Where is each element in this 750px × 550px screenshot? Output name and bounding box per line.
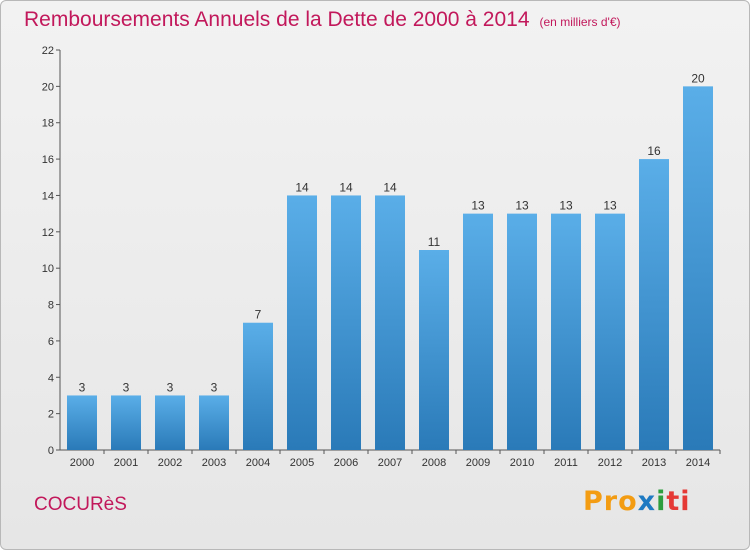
x-tick-label-2013: 2013 (642, 457, 666, 469)
bar-2014 (683, 86, 713, 450)
x-tick-label-2010: 2010 (510, 457, 534, 469)
y-tick-label: 14 (42, 190, 54, 202)
bar-2007 (375, 195, 405, 450)
data-label-2009: 13 (471, 199, 485, 213)
x-tick-label-2012: 2012 (598, 457, 622, 469)
bar-2002 (155, 395, 185, 450)
x-tick-label-2008: 2008 (422, 457, 446, 469)
title-text: Remboursements Annuels de la Dette de 20… (24, 8, 530, 31)
y-tick-label: 4 (48, 372, 54, 384)
x-tick-label-2007: 2007 (378, 457, 402, 469)
data-label-2003: 3 (211, 380, 218, 394)
x-tick-label-2005: 2005 (290, 457, 314, 469)
data-label-2012: 13 (603, 199, 617, 213)
commune-name: COCURèS (34, 494, 127, 515)
data-label-2006: 14 (339, 180, 353, 194)
bar-2012 (595, 213, 625, 450)
bar-2004 (243, 322, 273, 450)
data-label-2007: 14 (383, 180, 397, 194)
y-tick-label: 6 (48, 336, 54, 348)
bar-2009 (463, 213, 493, 450)
bar-2001 (111, 395, 141, 450)
y-tick-label: 0 (48, 445, 54, 457)
data-label-2013: 16 (647, 144, 661, 158)
y-tick-label: 8 (48, 300, 54, 312)
y-tick-label: 18 (42, 118, 54, 130)
chart-title: Remboursements Annuels de la Dette de 20… (24, 8, 621, 32)
data-label-2004: 7 (255, 308, 262, 322)
bar-2003 (199, 395, 229, 450)
data-label-2002: 3 (167, 380, 174, 394)
x-tick-label-2002: 2002 (158, 457, 182, 469)
data-label-2005: 14 (295, 180, 309, 194)
x-tick-label-2004: 2004 (246, 457, 270, 469)
data-label-2008: 11 (428, 235, 441, 249)
x-tick-label-2009: 2009 (466, 457, 490, 469)
x-tick-label-2011: 2011 (554, 457, 578, 469)
bar-2010 (507, 213, 537, 450)
bar-2013 (639, 159, 669, 450)
x-tick-label-2006: 2006 (334, 457, 358, 469)
proxiti-logo: Proxiti (583, 486, 691, 517)
bar-2011 (551, 213, 581, 450)
data-label-2001: 3 (123, 380, 130, 394)
y-tick-label: 10 (42, 263, 54, 275)
x-tick-label-2014: 2014 (686, 457, 710, 469)
bar-2006 (331, 195, 361, 450)
y-tick-label: 2 (48, 409, 54, 421)
y-tick-label: 12 (42, 227, 54, 239)
x-tick-label-2003: 2003 (202, 457, 226, 469)
data-label-2010: 13 (515, 199, 529, 213)
bar-2005 (287, 195, 317, 450)
data-label-2000: 3 (79, 380, 86, 394)
x-tick-label-2001: 2001 (114, 457, 138, 469)
data-label-2011: 13 (559, 199, 573, 213)
bar-2000 (67, 395, 97, 450)
title-unit: (en milliers d'€) (539, 15, 621, 29)
bar-2008 (419, 250, 449, 450)
y-tick-label: 16 (42, 154, 54, 166)
y-tick-label: 20 (42, 81, 54, 93)
y-tick-label: 22 (42, 45, 54, 57)
x-tick-label-2000: 2000 (70, 457, 94, 469)
data-label-2014: 20 (691, 71, 705, 85)
